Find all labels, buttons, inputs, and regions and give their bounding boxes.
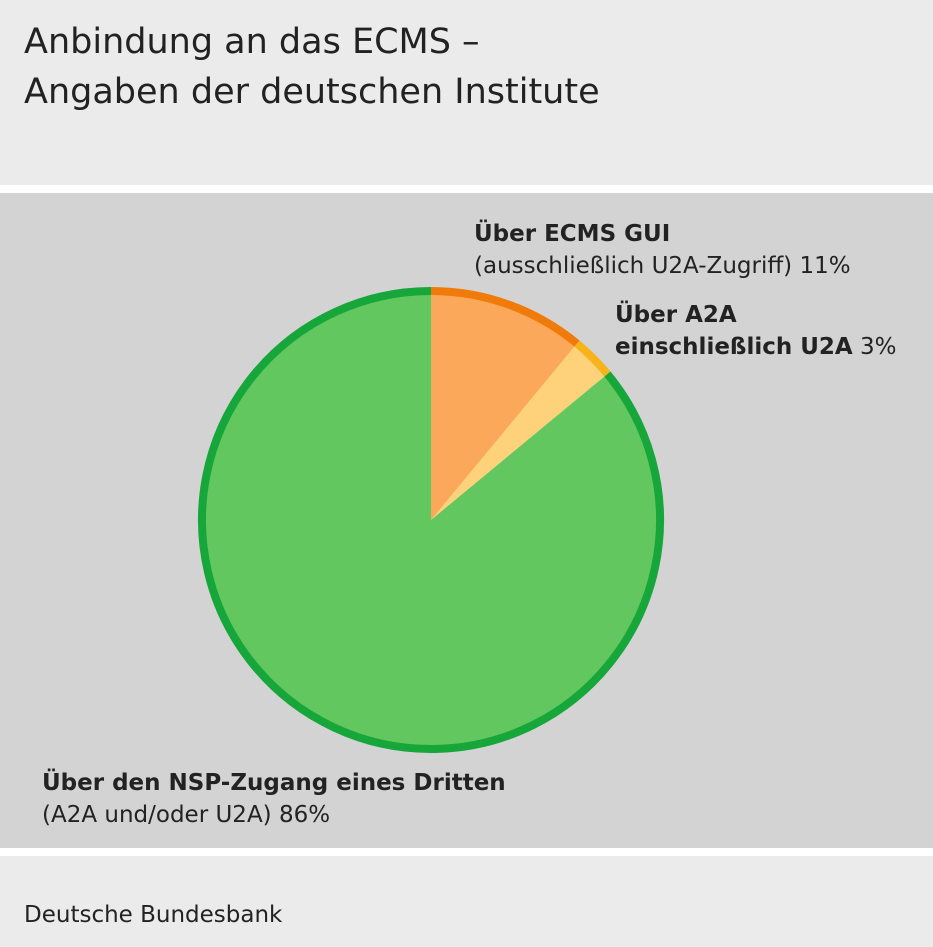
- slice-label: Über A2A: [615, 300, 737, 328]
- pie-slice: [201, 291, 660, 750]
- value-label: 86%: [279, 802, 330, 828]
- pie-slice: [431, 343, 608, 520]
- pie-slice: [431, 291, 577, 520]
- slice-detail-text: (A2A und/oder U2A): [42, 802, 272, 828]
- pie-slice-edge: [430, 287, 580, 347]
- value-label: 11%: [799, 253, 850, 279]
- slice-detail-text: (ausschließlich U2A-Zugriff): [474, 253, 792, 279]
- pie-slice-edge: [198, 287, 664, 753]
- slice-label: Über ECMS GUI: [474, 219, 670, 247]
- slice-detail-text: einschließlich U2A: [615, 334, 853, 360]
- value-label: 3%: [860, 334, 897, 360]
- chart-title: Anbindung an das ECMS –: [24, 22, 480, 62]
- slice-detail: (ausschließlich U2A-Zugriff) 11%: [474, 253, 851, 279]
- slice-detail: (A2A und/oder U2A) 86%: [42, 802, 330, 828]
- chart-title: Angaben der deutschen Institute: [24, 72, 600, 112]
- source: Deutsche Bundesbank: [24, 902, 283, 928]
- footer-band: [0, 856, 933, 947]
- slice-label: Über den NSP-Zugang eines Dritten: [42, 768, 506, 796]
- slice-detail: einschließlich U2A 3%: [615, 334, 897, 360]
- pie-slice-edge: [574, 340, 611, 377]
- labels: Über ECMS GUI (ausschließlich U2A-Zugriff…: [42, 219, 897, 828]
- pie: [198, 287, 664, 753]
- header-band: [0, 0, 933, 185]
